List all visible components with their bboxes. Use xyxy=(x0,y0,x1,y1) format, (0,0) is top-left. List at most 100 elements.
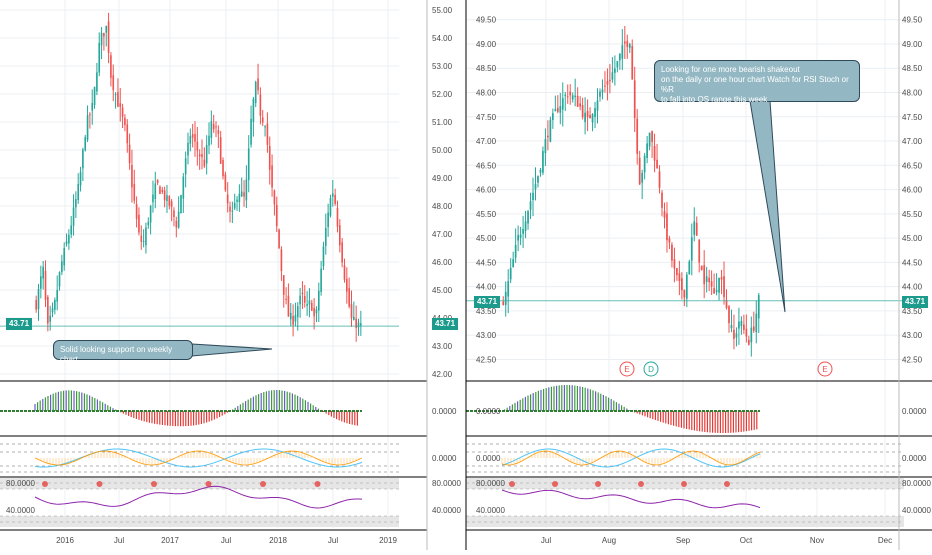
x-axis-tick-label: 2017 xyxy=(161,536,179,545)
y-axis-tick-label-left: 43.50 xyxy=(476,307,497,316)
y-axis-tick-label-left: 44.00 xyxy=(476,283,497,292)
y-axis-tick-label: 42.50 xyxy=(902,355,923,364)
histogram-axis-label-left: 0.0000 xyxy=(476,407,501,416)
event-marker-label: E xyxy=(624,365,629,374)
candle-body xyxy=(747,339,750,345)
candle-body xyxy=(569,91,572,96)
candle-body xyxy=(324,227,327,246)
candle-body xyxy=(89,114,91,116)
osc-main-line xyxy=(501,450,761,466)
candle-body xyxy=(58,272,61,287)
candle-body xyxy=(725,300,728,308)
y-axis-tick-label-left: 47.00 xyxy=(476,137,497,146)
candle-body xyxy=(308,300,311,305)
candle-body xyxy=(720,276,723,280)
candle-body xyxy=(628,44,631,48)
candle-body xyxy=(537,176,539,183)
candle-body xyxy=(690,237,693,261)
candle-body xyxy=(79,171,82,186)
y-axis-tick-label: 53.00 xyxy=(432,62,453,71)
candle-body xyxy=(586,110,589,117)
candle-body xyxy=(187,142,189,156)
candle-body xyxy=(738,321,740,329)
candle-body xyxy=(542,151,544,173)
candle-body xyxy=(708,277,711,283)
candle-body xyxy=(75,199,77,208)
rsi-signal-dot xyxy=(681,481,687,487)
candle-body xyxy=(317,290,320,311)
candle-body xyxy=(509,267,512,280)
candle-body xyxy=(618,53,621,61)
y-axis-tick-label: 52.00 xyxy=(432,90,453,99)
candle-body xyxy=(51,308,54,312)
candle-body xyxy=(641,172,644,183)
rsi-signal-dot xyxy=(314,481,321,487)
candle-body xyxy=(343,265,346,280)
annotation-callout-weekly[interactable]: Solid looking support on weekly chart xyxy=(53,340,193,364)
candle-body xyxy=(693,221,696,235)
osc-main-line xyxy=(34,450,363,466)
candle-body xyxy=(243,192,245,197)
y-axis-tick-label: 44.50 xyxy=(902,258,923,267)
candle-body xyxy=(561,98,564,110)
rsi-line xyxy=(501,489,761,509)
candle-body xyxy=(703,265,706,285)
y-axis-tick-label-left: 49.00 xyxy=(476,40,497,49)
candle-body xyxy=(285,298,287,300)
candle-body xyxy=(117,92,119,107)
candle-body xyxy=(198,154,201,157)
candle-body xyxy=(616,61,619,68)
y-axis-tick-label: 43.00 xyxy=(432,342,453,351)
y-axis-tick-label-left: 45.00 xyxy=(476,234,497,243)
x-axis-tick-label: Dec xyxy=(878,536,892,545)
candle-body xyxy=(651,131,653,142)
osc-signal-line xyxy=(501,448,761,468)
candle-body xyxy=(184,158,187,175)
candle-body xyxy=(604,85,606,87)
y-axis-tick-label-left: 45.50 xyxy=(476,210,497,219)
candle-body xyxy=(65,241,68,245)
rsi-axis-label-40-left: 40.0000 xyxy=(476,506,505,515)
candle-body xyxy=(103,32,105,37)
candle-body xyxy=(596,100,599,111)
candle-body xyxy=(341,242,343,263)
candle-body xyxy=(740,320,743,327)
candle-body xyxy=(61,261,63,273)
candle-body xyxy=(566,96,569,98)
candle-body xyxy=(534,183,537,190)
rsi-signal-dot xyxy=(42,481,48,487)
candle-body xyxy=(322,246,325,267)
y-axis-tick-label: 46.50 xyxy=(902,161,923,170)
candle-body xyxy=(554,109,557,112)
annotation-callout-daily[interactable]: Looking for one more bearish shakeout on… xyxy=(654,60,860,104)
candle-body xyxy=(121,107,124,117)
candle-body xyxy=(519,234,522,238)
candle-body xyxy=(666,213,668,241)
candle-body xyxy=(636,118,639,154)
candle-body xyxy=(559,106,562,113)
y-axis-tick-label: 46.00 xyxy=(902,186,923,195)
candle-body xyxy=(564,94,567,96)
candle-body xyxy=(212,123,215,130)
candle-body xyxy=(631,46,634,80)
candle-body xyxy=(252,98,255,123)
candle-body xyxy=(512,259,515,268)
candle-body xyxy=(357,322,360,328)
event-marker-label: E xyxy=(822,365,827,374)
candle-body xyxy=(154,183,157,199)
candle-body xyxy=(614,68,616,73)
event-marker xyxy=(643,361,659,377)
candle-body xyxy=(502,301,505,306)
candle-body xyxy=(70,225,73,235)
candle-body xyxy=(147,221,150,226)
candle-body xyxy=(529,201,532,210)
candle-body xyxy=(100,32,103,46)
candle-body xyxy=(579,103,582,107)
candle-body xyxy=(250,118,252,145)
osc-axis-label: 0.0000 xyxy=(432,454,457,463)
candle-body xyxy=(208,135,210,146)
candle-body xyxy=(313,307,315,317)
candle-body xyxy=(168,196,171,206)
candle-body xyxy=(191,134,194,138)
candle-body xyxy=(547,135,549,138)
